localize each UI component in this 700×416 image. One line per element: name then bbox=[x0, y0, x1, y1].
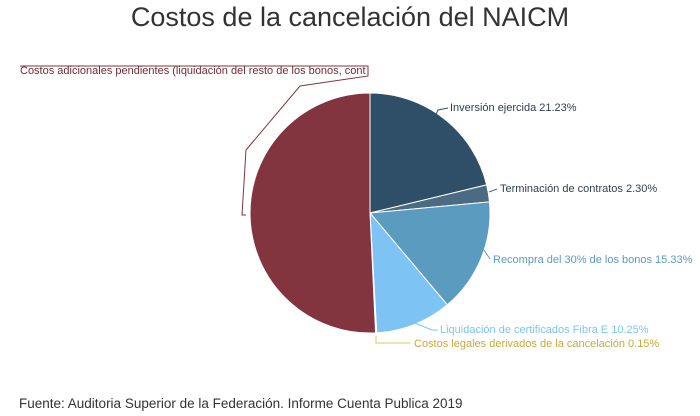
label-connector bbox=[411, 321, 438, 331]
slice-label: Costos adicionales pendientes (liquidaci… bbox=[20, 65, 366, 77]
pie-slice bbox=[369, 211, 449, 334]
slice-label: Costos legales derivados de la cancelaci… bbox=[414, 338, 659, 350]
pie-slice bbox=[249, 92, 377, 334]
slice-label: Terminación de contratos 2.30% bbox=[500, 183, 657, 195]
pie-slice bbox=[369, 201, 491, 306]
slice-label: Liquidación de certificados Fibra E 10.2… bbox=[440, 324, 649, 336]
label-connector bbox=[483, 249, 491, 260]
pie-slice bbox=[369, 92, 488, 214]
slice-label: Recompra del 30% de los bonos 15.33% bbox=[493, 254, 693, 266]
slice-label: Inversión ejercida 21.23% bbox=[450, 102, 577, 114]
source-note: Fuente: Auditoria Superior de la Federac… bbox=[19, 396, 463, 411]
label-connector bbox=[488, 188, 498, 193]
chart-title: Costos de la cancelación del NAICM bbox=[130, 2, 570, 32]
label-connector bbox=[424, 107, 449, 141]
label-connector bbox=[20, 65, 369, 216]
label-connector bbox=[375, 336, 410, 344]
